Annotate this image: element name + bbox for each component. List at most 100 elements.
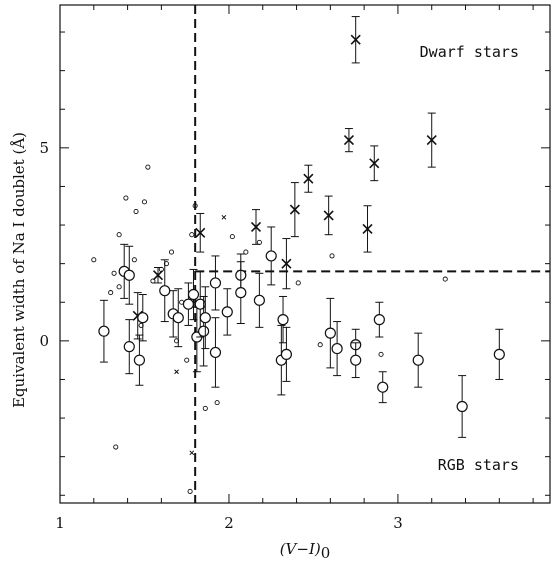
data-point-small-circle bbox=[138, 322, 144, 328]
data-point-circle bbox=[137, 312, 149, 324]
data-point-small-circle bbox=[214, 400, 220, 406]
data-point-small-circle bbox=[141, 199, 148, 205]
data-point-small-circle bbox=[133, 208, 139, 215]
cross-stroke bbox=[369, 158, 380, 169]
data-point-circle bbox=[377, 381, 389, 393]
data-point-small-circle bbox=[192, 203, 198, 209]
y-tick-label-5: 5 bbox=[39, 139, 49, 157]
data-point-cross bbox=[152, 270, 164, 281]
data-point-circle bbox=[221, 306, 233, 318]
x-tick-label-2: 2 bbox=[224, 514, 234, 532]
data-point-small-circle bbox=[329, 253, 335, 259]
data-point-small-circle bbox=[295, 280, 301, 286]
data-point-small-circle bbox=[108, 290, 114, 296]
cross-stroke bbox=[152, 270, 164, 281]
cross-stroke bbox=[250, 221, 262, 233]
data-point-circle bbox=[456, 400, 468, 413]
data-point-circle bbox=[350, 354, 362, 366]
plot-frame bbox=[59, 4, 551, 504]
data-point-cross bbox=[289, 204, 300, 215]
annotation-dwarf-stars: Dwarf stars bbox=[420, 43, 519, 61]
data-point-small-circle bbox=[113, 444, 119, 450]
data-point-small-circle bbox=[187, 488, 193, 494]
cross-stroke bbox=[303, 173, 314, 184]
x-axis-label: (V−I)0 bbox=[280, 540, 331, 562]
plot-marks bbox=[91, 5, 550, 503]
data-point-circle bbox=[209, 346, 222, 359]
data-point-circle bbox=[280, 348, 293, 360]
data-point-small-circle bbox=[256, 239, 262, 245]
y-axis-label: Equivalent width of Na I doublet (Å) bbox=[10, 132, 28, 408]
data-point-cross bbox=[343, 135, 354, 146]
data-point-circle bbox=[172, 312, 184, 324]
data-point-small-circle bbox=[116, 284, 122, 290]
data-point-circle bbox=[235, 287, 247, 299]
data-point-circle bbox=[277, 314, 289, 326]
data-point-small-circle bbox=[163, 261, 169, 267]
data-point-small-circle bbox=[145, 164, 151, 170]
data-point-small-circle bbox=[442, 276, 448, 282]
data-point-small-circle bbox=[158, 266, 164, 272]
data-point-circle bbox=[182, 298, 195, 310]
data-point-small-circle bbox=[168, 249, 175, 255]
cross-stroke bbox=[289, 204, 300, 215]
data-point-circle bbox=[199, 312, 211, 324]
data-point-small-circle bbox=[229, 234, 235, 240]
data-point-small-circle bbox=[243, 249, 249, 255]
cross-stroke bbox=[189, 450, 195, 456]
data-point-small-circle bbox=[317, 342, 323, 348]
data-point-circle bbox=[187, 288, 200, 301]
data-point-circle bbox=[98, 325, 110, 337]
data-point-small-circle bbox=[111, 270, 117, 276]
annotation-rgb-stars: RGB stars bbox=[438, 456, 519, 474]
data-point-small-circle bbox=[179, 299, 185, 305]
data-point-small-circle bbox=[202, 405, 208, 411]
data-point-cross bbox=[350, 34, 361, 45]
data-point-circle bbox=[133, 354, 146, 366]
data-point-cross bbox=[369, 158, 380, 169]
x-axis-label-subscript: 0 bbox=[321, 544, 331, 562]
data-point-circle bbox=[123, 269, 135, 281]
data-point-circle bbox=[493, 348, 505, 360]
data-point-small-circle bbox=[116, 232, 122, 238]
cross-stroke bbox=[362, 223, 373, 234]
cross-stroke bbox=[195, 227, 206, 238]
data-point-small-circle bbox=[184, 357, 190, 363]
data-point-circle bbox=[198, 325, 210, 337]
data-point-circle bbox=[209, 277, 222, 289]
data-point-small-cross bbox=[221, 214, 227, 220]
x-axis-label-main: (V−I) bbox=[280, 540, 321, 558]
cross-stroke bbox=[426, 135, 437, 146]
cross-stroke bbox=[221, 214, 227, 220]
data-point-circle bbox=[331, 342, 343, 355]
data-point-small-cross bbox=[174, 369, 179, 375]
data-point-small-circle bbox=[189, 232, 195, 238]
data-point-circle bbox=[159, 285, 171, 297]
data-point-circle bbox=[123, 341, 135, 353]
data-point-small-circle bbox=[150, 278, 156, 284]
data-point-cross bbox=[250, 221, 262, 233]
cross-stroke bbox=[281, 258, 292, 269]
cross-stroke bbox=[350, 34, 361, 45]
axis-ticks bbox=[59, 5, 550, 503]
data-point-small-circle bbox=[174, 338, 180, 344]
cross-stroke bbox=[323, 210, 334, 221]
data-point-small-circle bbox=[378, 351, 384, 357]
data-point-circle bbox=[265, 250, 277, 262]
data-point-small-circle bbox=[91, 257, 97, 263]
x-tick-label-3: 3 bbox=[393, 514, 403, 532]
data-point-small-cross bbox=[189, 450, 195, 456]
data-point-small-circle bbox=[131, 257, 137, 263]
data-point-circle bbox=[253, 294, 265, 306]
data-point-cross bbox=[195, 227, 206, 238]
y-tick-label-0: 0 bbox=[39, 332, 49, 350]
data-point-cross bbox=[281, 258, 292, 269]
data-point-cross bbox=[362, 223, 373, 234]
data-point-cross bbox=[303, 173, 314, 184]
data-point-circle bbox=[324, 327, 336, 339]
data-point-circle bbox=[373, 314, 385, 326]
data-point-cross bbox=[426, 135, 437, 146]
data-point-cross bbox=[323, 210, 334, 221]
x-tick-label-1: 1 bbox=[55, 514, 65, 532]
